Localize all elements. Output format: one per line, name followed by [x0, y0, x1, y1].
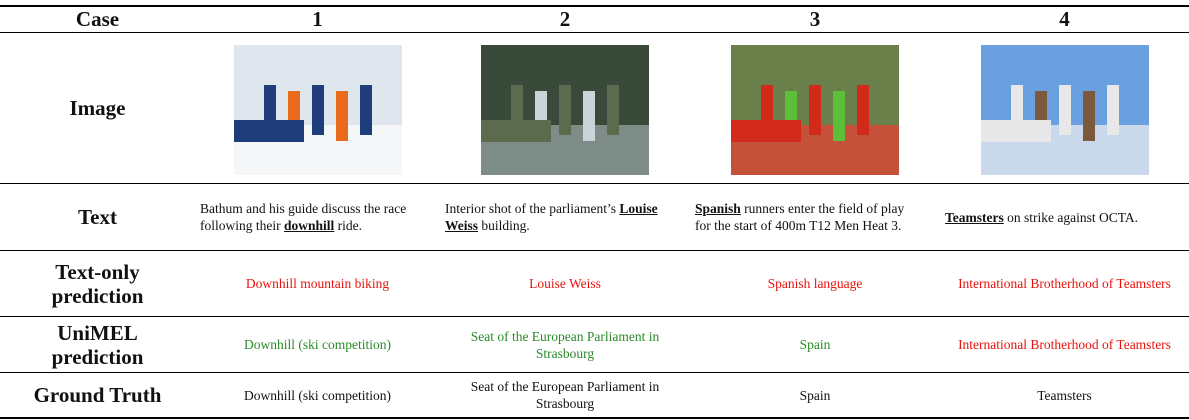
caption-text: Interior shot of the parliament’s: [445, 201, 620, 216]
prediction-text: Seat of the European Parliament in Stras…: [470, 328, 660, 361]
caption-text: Bathum and his guide discuss the race fo…: [200, 201, 407, 233]
prediction-text: Louise Weiss: [529, 276, 601, 291]
bottom-rule: [0, 417, 1189, 419]
prediction-cell: Downhill (ski competition): [195, 373, 440, 417]
caption: Bathum and his guide discuss the race fo…: [200, 200, 420, 234]
header-cell: 3: [809, 6, 821, 31]
prediction-cell: Teamsters: [940, 373, 1189, 417]
prediction-text: Teamsters: [1037, 387, 1092, 403]
photo-shape: [559, 85, 571, 135]
photo-shape: [233, 120, 304, 142]
prediction-text: Spain: [799, 387, 831, 403]
caption-text: runners enter the field of play for the …: [695, 201, 905, 233]
entity-mention: downhill: [284, 218, 335, 233]
entity-mention: Louise Weiss: [445, 201, 658, 233]
caption: Spanish runners enter the field of play …: [695, 200, 920, 234]
caption-text: ride.: [334, 218, 363, 233]
prediction-cell: International Brotherhood of Teamsters: [940, 251, 1189, 316]
prediction-text: Downhill (ski competition): [244, 387, 391, 403]
row-label: Image: [69, 96, 126, 120]
text-cell: Spanish runners enter the field of play …: [690, 184, 940, 250]
photo-shape: [335, 91, 348, 141]
row-rule: [0, 250, 1189, 251]
prediction-text: International Brotherhood of Teamsters: [958, 276, 1171, 291]
row-rule: [0, 183, 1189, 184]
photo-shape: [583, 91, 595, 141]
caption-text: building.: [478, 218, 530, 233]
row-rule: [0, 372, 1189, 373]
photo-shape: [607, 85, 619, 135]
photo: [233, 45, 402, 175]
photo: [731, 45, 899, 175]
row-label: Text-only prediction: [0, 251, 195, 316]
entity-mention: Spanish: [695, 201, 741, 216]
row-label: Ground Truth: [0, 373, 195, 417]
photo-shape: [980, 120, 1051, 142]
prediction-cell: Downhill (ski competition): [195, 317, 440, 372]
photo-shape: [1082, 91, 1095, 141]
photo-shape: [1106, 85, 1119, 135]
row-rule: [0, 316, 1189, 317]
prediction-text: International Brotherhood of Teamsters: [958, 337, 1171, 352]
prediction-cell: Louise Weiss: [440, 251, 690, 316]
prediction-text: Downhill (ski competition): [244, 337, 391, 352]
entity-mention: Teamsters: [945, 209, 1004, 225]
prediction-cell: Downhill mountain biking: [195, 251, 440, 316]
top-rule: [0, 5, 1189, 7]
photo-shape: [481, 120, 551, 142]
prediction-cell: Spanish language: [690, 251, 940, 316]
photo-shape: [809, 85, 821, 135]
photo: [481, 45, 649, 175]
row-label: UniMEL prediction: [0, 317, 195, 372]
row-label: Text: [78, 205, 117, 229]
caption-text: on strike against OCTA.: [1003, 209, 1139, 225]
caption: Interior shot of the parliament’s Louise…: [445, 200, 670, 234]
prediction-text: Seat of the European Parliament in Stras…: [470, 379, 660, 411]
header-cell: 4: [1059, 6, 1070, 31]
photo-shape: [731, 120, 801, 142]
text-cell: Interior shot of the parliament’s Louise…: [440, 184, 690, 250]
photo-shape: [1058, 85, 1071, 135]
row-label-text: UniMEL prediction: [51, 320, 144, 369]
photo-shape: [857, 85, 869, 135]
text-cell: Teamsters on strike against OCTA.: [940, 184, 1189, 250]
header-rule: [0, 32, 1189, 33]
photo: [980, 45, 1149, 175]
header-cell: 1: [312, 6, 323, 31]
header-cell: 2: [559, 6, 571, 31]
prediction-cell: Seat of the European Parliament in Stras…: [440, 317, 690, 372]
photo-shape: [833, 91, 845, 141]
photo-shape: [311, 85, 324, 135]
prediction-text: Spanish language: [767, 276, 863, 291]
text-cell: Bathum and his guide discuss the race fo…: [195, 184, 440, 250]
prediction-cell: Spain: [690, 317, 940, 372]
row-label-text: Text-only prediction: [51, 259, 144, 308]
prediction-text: Spain: [799, 337, 831, 352]
caption: Teamsters on strike against OCTA.: [945, 209, 1138, 226]
prediction-cell: Seat of the European Parliament in Stras…: [440, 373, 690, 417]
row-label-text: Ground Truth: [33, 383, 162, 407]
prediction-cell: Spain: [690, 373, 940, 417]
prediction-text: Downhill mountain biking: [245, 276, 390, 291]
header-cell: Case: [75, 6, 120, 31]
photo-shape: [359, 85, 372, 135]
prediction-cell: International Brotherhood of Teamsters: [940, 317, 1189, 372]
